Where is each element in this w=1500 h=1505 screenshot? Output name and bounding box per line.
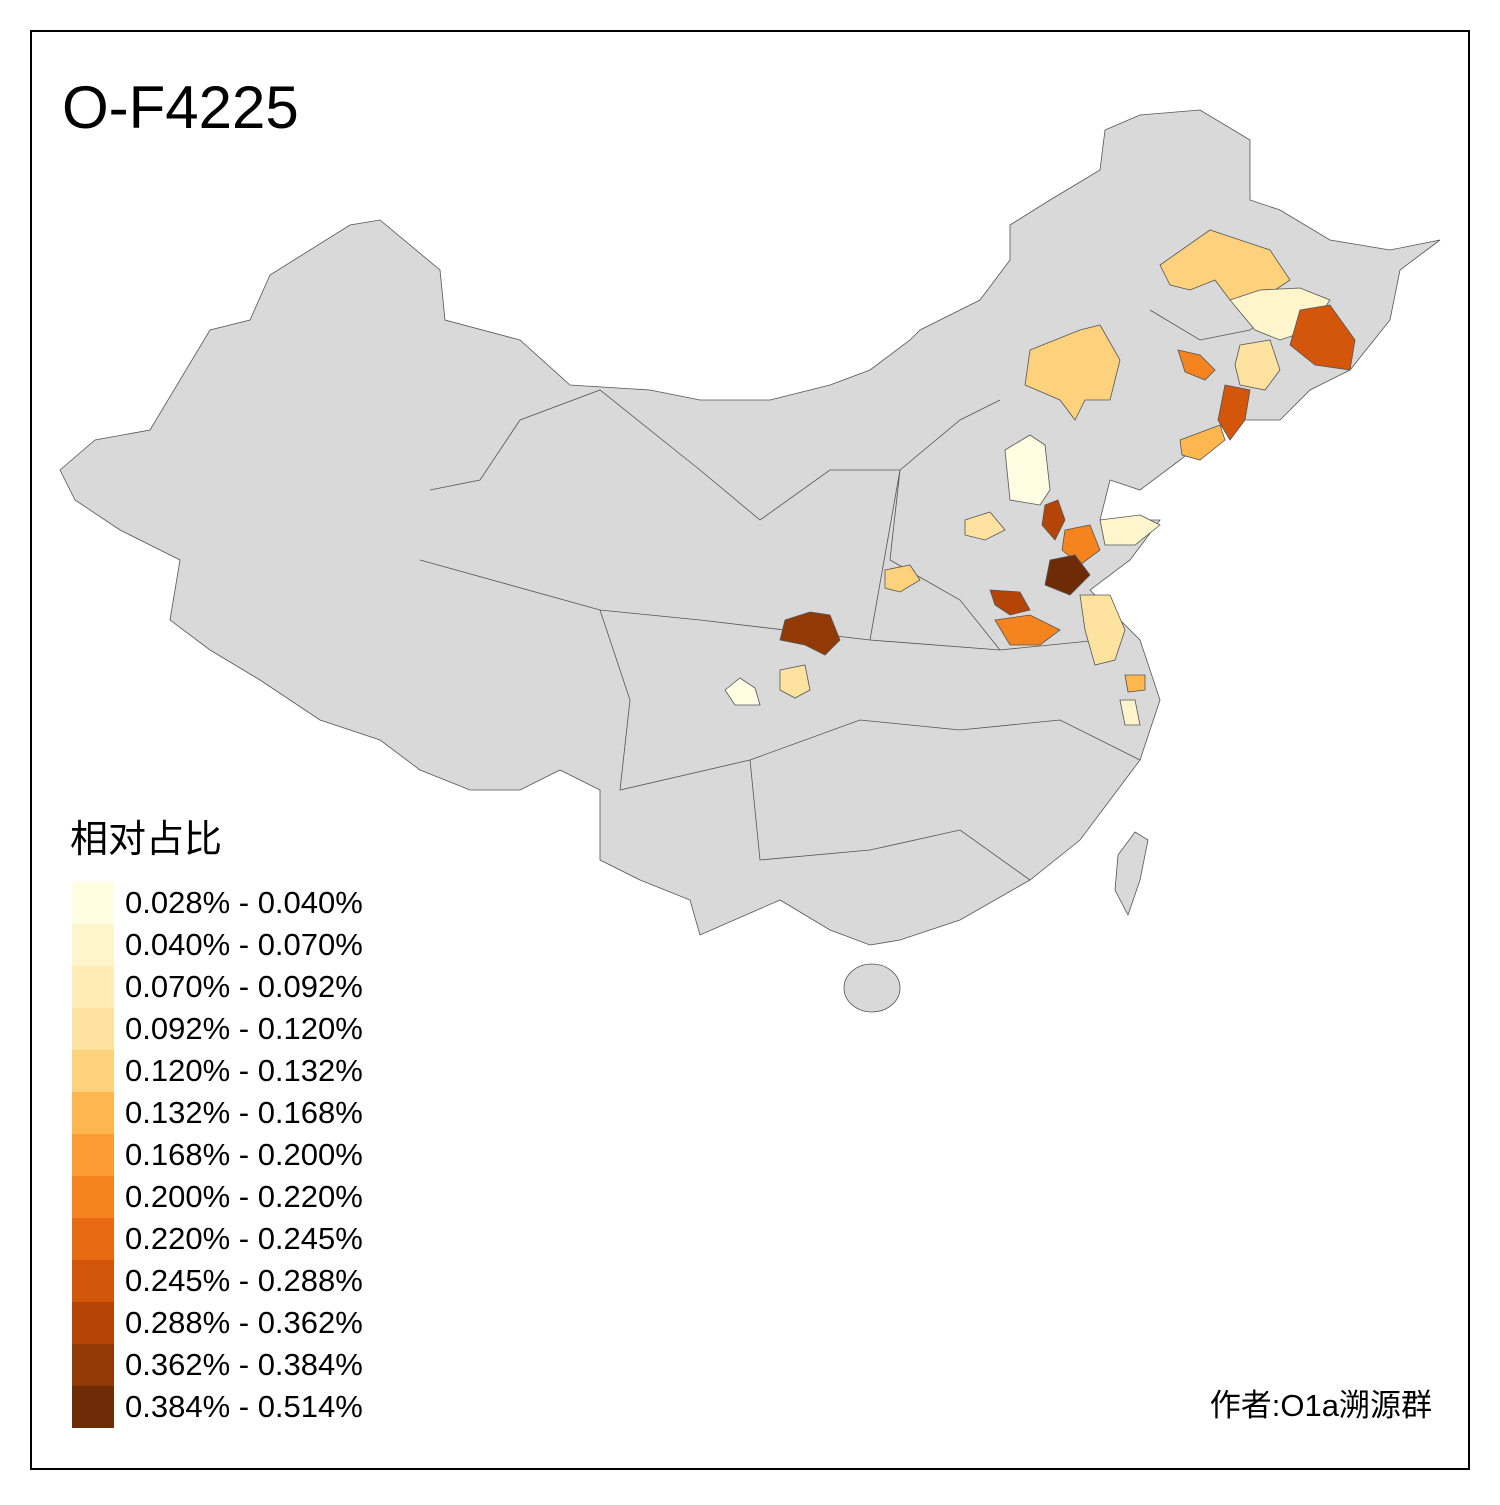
legend-swatch: [72, 1302, 114, 1344]
region: [1044, 554, 1091, 596]
island: [843, 963, 901, 1013]
legend-label: 0.132% - 0.168%: [125, 1095, 363, 1130]
legend-swatch: [72, 924, 114, 966]
legend: 0.028% - 0.040% 0.040% - 0.070% 0.070% - 0…: [72, 882, 363, 1428]
region: [779, 664, 811, 699]
legend-swatch: [72, 882, 114, 924]
legend-label: 0.028% - 0.040%: [125, 885, 363, 920]
map-title: O-F4225: [62, 74, 299, 141]
legend-swatch: [72, 1344, 114, 1386]
credit: 作者:O1a溯源群: [1210, 1388, 1432, 1423]
legend-swatch: [72, 1176, 114, 1218]
region: [1119, 699, 1141, 726]
legend-title: 相对占比: [70, 819, 222, 861]
province-borders: [749, 759, 1031, 881]
region: [1124, 674, 1146, 693]
legend-label: 0.220% - 0.245%: [125, 1221, 363, 1256]
legend-label: 0.092% - 0.120%: [125, 1011, 363, 1046]
legend-label: 0.200% - 0.220%: [125, 1179, 363, 1214]
region: [724, 677, 761, 706]
legend-swatch: [72, 1386, 114, 1428]
region: [994, 614, 1061, 646]
legend-label: 0.120% - 0.132%: [125, 1053, 363, 1088]
region: [1024, 324, 1121, 421]
legend-label: 0.168% - 0.200%: [125, 1137, 363, 1172]
legend-label: 0.362% - 0.384%: [125, 1347, 363, 1382]
region: [779, 611, 841, 656]
region: [1289, 304, 1356, 371]
province-borders: [429, 389, 1001, 521]
shaded-regions: [724, 229, 1356, 726]
region: [1004, 434, 1051, 506]
region: [1177, 349, 1216, 381]
region: [1079, 594, 1126, 666]
legend-label: 0.245% - 0.288%: [125, 1263, 363, 1298]
legend-swatch: [72, 1050, 114, 1092]
region: [1179, 424, 1226, 461]
legend-label: 0.070% - 0.092%: [125, 969, 363, 1004]
region: [1234, 339, 1281, 391]
region: [1099, 514, 1161, 546]
legend-swatch: [72, 1134, 114, 1176]
region: [964, 511, 1006, 541]
legend-swatch: [72, 1260, 114, 1302]
legend-swatch: [72, 1008, 114, 1050]
island: [1114, 831, 1149, 917]
region: [1061, 524, 1101, 566]
legend-label: 0.384% - 0.514%: [125, 1389, 363, 1424]
legend-label: 0.288% - 0.362%: [125, 1305, 363, 1340]
legend-swatch: [72, 1092, 114, 1134]
region: [989, 589, 1031, 616]
region: [884, 564, 921, 593]
province-borders: [869, 469, 1001, 651]
region: [1217, 384, 1251, 441]
legend-swatch: [72, 966, 114, 1008]
country-outline: [59, 109, 1441, 946]
region: [1041, 499, 1066, 541]
legend-swatch: [72, 1218, 114, 1260]
province-borders: [599, 609, 1141, 791]
legend-label: 0.040% - 0.070%: [125, 927, 363, 962]
